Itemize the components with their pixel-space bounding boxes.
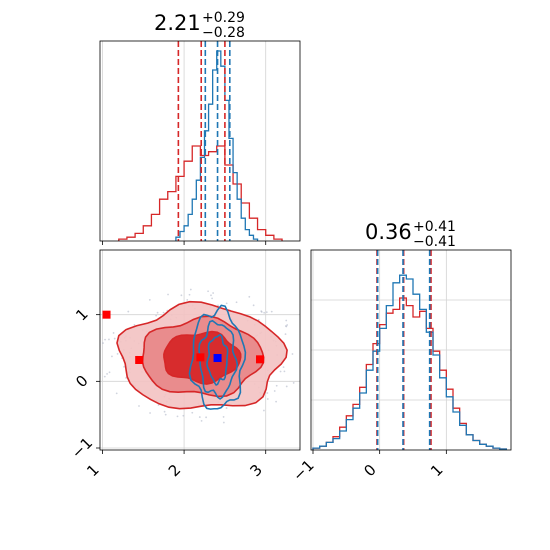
histogram-step-blue bbox=[312, 274, 507, 450]
scatter-point bbox=[167, 293, 169, 296]
quantile-lines bbox=[376, 250, 432, 450]
scatter-point bbox=[186, 298, 189, 301]
scatter-point bbox=[108, 371, 111, 374]
histogram-step-blue bbox=[175, 50, 259, 241]
truth-marker-red bbox=[102, 310, 111, 319]
axes-frame bbox=[310, 249, 512, 451]
scatter-point bbox=[125, 377, 127, 379]
scatter-point bbox=[248, 295, 251, 298]
axis-ticks bbox=[312, 450, 447, 454]
scatter-point bbox=[212, 292, 215, 294]
scatter-point bbox=[285, 319, 288, 322]
scatter-point bbox=[273, 390, 276, 392]
panel-title-value: 0.36 bbox=[365, 220, 412, 244]
scatter-point bbox=[111, 355, 113, 358]
scatter-point bbox=[148, 298, 151, 301]
scatter-point bbox=[225, 407, 228, 409]
scatter-point bbox=[164, 413, 167, 416]
blue-contour-level-3 bbox=[206, 333, 229, 386]
panel-title-minus: −0.41 bbox=[413, 234, 456, 250]
scatter-point bbox=[104, 338, 106, 341]
scatter-point bbox=[275, 384, 278, 387]
histogram-step-red bbox=[118, 145, 283, 241]
scatter-point bbox=[189, 288, 192, 291]
scatter-point bbox=[108, 338, 110, 341]
blue-contour-level-1 bbox=[188, 304, 247, 410]
panel-title-plus: +0.29 bbox=[202, 10, 245, 26]
truth-marker-red bbox=[135, 356, 144, 364]
axes-frame bbox=[99, 249, 301, 451]
scatter-point bbox=[284, 333, 287, 336]
scatter-point bbox=[292, 382, 295, 384]
scatter-point bbox=[200, 419, 203, 422]
scatter-point bbox=[138, 405, 140, 407]
scatter-point bbox=[286, 324, 289, 326]
truth-marker-red bbox=[256, 355, 264, 364]
scatter-point bbox=[103, 375, 106, 378]
scatter-point bbox=[191, 411, 194, 414]
scatter-point bbox=[279, 370, 282, 373]
scatter-point bbox=[266, 392, 269, 394]
histogram-series bbox=[118, 50, 283, 241]
truth-markers bbox=[102, 310, 264, 364]
scatter-point bbox=[207, 290, 209, 293]
scatter-point bbox=[198, 416, 201, 418]
scatter-point bbox=[275, 400, 277, 403]
scatter-point bbox=[155, 314, 158, 317]
scatter-point bbox=[149, 412, 151, 414]
scatter-point bbox=[263, 409, 265, 412]
scatter-point bbox=[265, 311, 268, 314]
scatter-point bbox=[205, 416, 208, 419]
scatter-point bbox=[188, 293, 191, 296]
scatter-point bbox=[235, 301, 238, 304]
scatter-point bbox=[217, 304, 219, 307]
scatter-point bbox=[163, 410, 166, 413]
scatter-point bbox=[291, 353, 294, 355]
scatter-point bbox=[115, 392, 118, 395]
scatter-point bbox=[210, 294, 212, 297]
scatter-point bbox=[182, 414, 185, 417]
truth-marker-blue bbox=[213, 354, 222, 362]
scatter-point bbox=[222, 421, 225, 424]
axes-frame bbox=[99, 40, 301, 242]
quantile-lines bbox=[177, 41, 231, 241]
panel-title-plus: +0.41 bbox=[413, 219, 456, 235]
scatter-point bbox=[266, 398, 269, 400]
scatter-point bbox=[180, 294, 183, 297]
scatter-point bbox=[225, 302, 228, 305]
axis-ticks bbox=[102, 241, 267, 245]
scatter-point bbox=[133, 323, 136, 326]
scatter-point bbox=[282, 366, 285, 369]
scatter-point bbox=[263, 311, 266, 314]
histogram-panel-x: 2.21 +0.29 −0.28 bbox=[99, 10, 301, 245]
panel-title-minus: −0.28 bbox=[202, 25, 245, 41]
scatter-point bbox=[285, 325, 288, 328]
grid-lines bbox=[102, 41, 267, 241]
scatter-point bbox=[113, 337, 116, 340]
scatter-point bbox=[116, 352, 119, 355]
panel-title-value: 2.21 bbox=[154, 11, 201, 35]
scatter-point bbox=[102, 342, 104, 344]
scatter-point bbox=[285, 385, 288, 388]
contour-panel: 1 2 3−101 bbox=[68, 249, 301, 480]
scatter-point bbox=[106, 373, 108, 375]
scatter-point bbox=[252, 304, 255, 307]
scatter-point bbox=[127, 310, 130, 313]
scatter-point bbox=[260, 311, 263, 313]
scatter-point bbox=[270, 310, 273, 313]
axis-ticks bbox=[96, 314, 267, 454]
scatter-point bbox=[176, 415, 179, 418]
scatter-point bbox=[123, 365, 125, 368]
scatter-point bbox=[162, 311, 165, 314]
histogram-series bbox=[312, 274, 507, 450]
truth-marker-red bbox=[196, 353, 205, 362]
scatter-point bbox=[222, 416, 225, 418]
scatter-point bbox=[211, 297, 213, 300]
scatter-point bbox=[156, 311, 159, 314]
scatter-point bbox=[283, 370, 286, 373]
scatter-point bbox=[112, 332, 115, 334]
